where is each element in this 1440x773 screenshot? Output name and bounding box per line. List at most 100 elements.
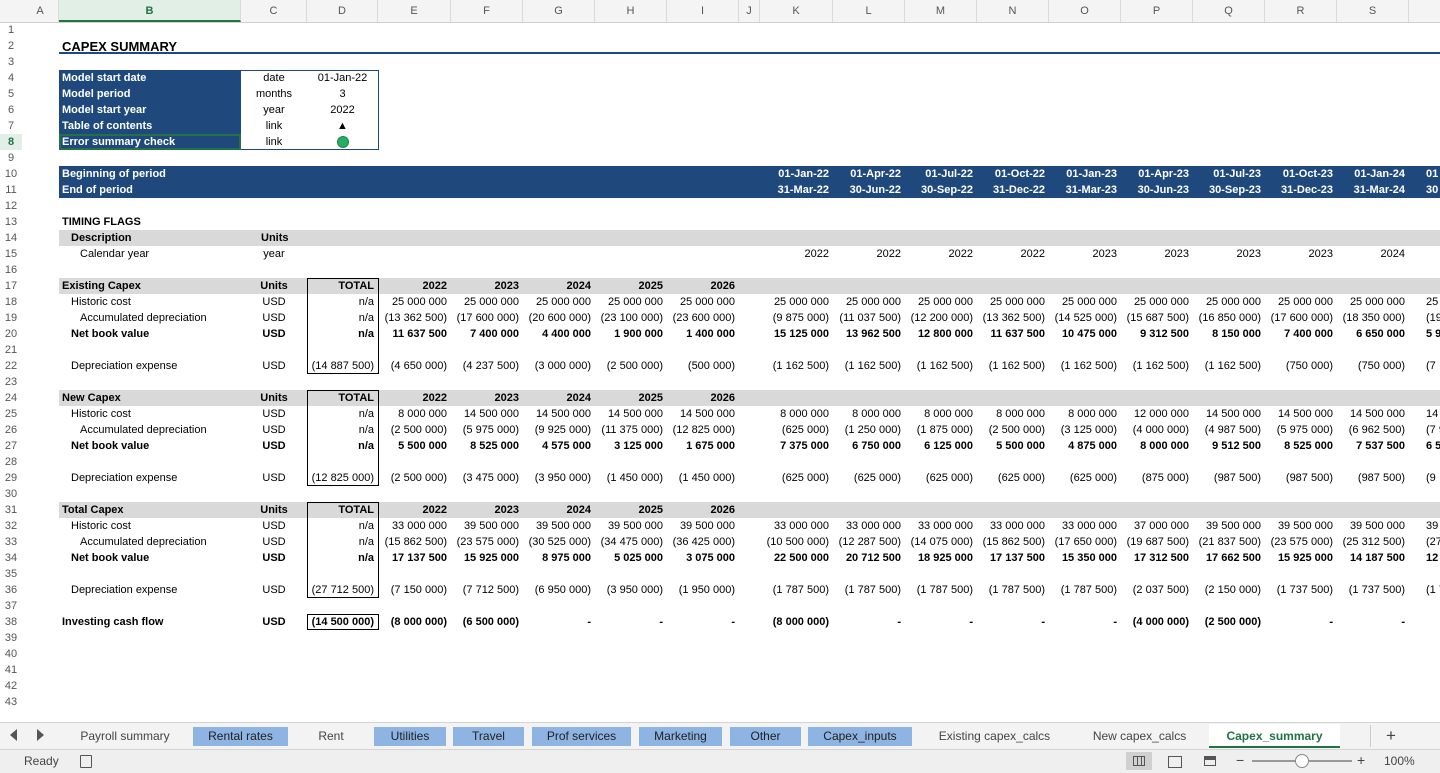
row-header-25[interactable]: 25 (4, 408, 18, 420)
row-header-8[interactable]: 8 (0, 134, 22, 150)
column-header-g[interactable]: G (523, 0, 595, 22)
row-header-23[interactable]: 23 (4, 376, 18, 388)
row-header-7[interactable]: 7 (7, 120, 15, 132)
sheet-tab[interactable]: Other (730, 727, 801, 746)
column-header-m[interactable]: M (905, 0, 977, 22)
sheet-tab-bar: Payroll summary Rental rates Rent Utilities… (0, 722, 1440, 750)
sheet-tab[interactable]: Payroll summary (80, 729, 170, 743)
column-header-c[interactable]: C (241, 0, 307, 22)
page-break-view-icon[interactable] (1204, 756, 1216, 766)
row-header-36[interactable]: 36 (4, 584, 18, 596)
row-header-5[interactable]: 5 (7, 88, 15, 100)
row-header-12[interactable]: 12 (4, 200, 18, 212)
sheet-tab[interactable]: Rent (318, 729, 344, 743)
column-header-o[interactable]: O (1049, 0, 1121, 22)
period-end-label: End of period (62, 184, 133, 196)
column-header-p[interactable]: P (1121, 0, 1193, 22)
period-end-date: 31-Mar-22 (777, 184, 829, 196)
row-header-27[interactable]: 27 (4, 440, 18, 452)
normal-view-icon[interactable] (1126, 752, 1152, 770)
row-header-22[interactable]: 22 (4, 360, 18, 372)
row-header-28[interactable]: 28 (4, 456, 18, 468)
sheet-tab[interactable]: Capex_inputs (808, 727, 912, 746)
row-header-40[interactable]: 40 (4, 648, 18, 660)
row-header-41[interactable]: 41 (4, 664, 18, 676)
row-header-32[interactable]: 32 (4, 520, 18, 532)
accessibility-icon[interactable] (80, 755, 92, 768)
depreciation-period-value: (7 (1426, 360, 1436, 372)
row-header-19[interactable]: 19 (4, 312, 18, 324)
zoom-out-button[interactable]: − (1236, 752, 1245, 768)
sheet-tab[interactable]: Marketing (639, 727, 722, 746)
zoom-level[interactable]: 100% (1384, 754, 1415, 768)
row-header-21[interactable]: 21 (4, 344, 18, 356)
selected-cell-b8[interactable] (59, 134, 241, 150)
line-item-year-value: 4 575 000 (542, 440, 591, 452)
row-header-6[interactable]: 6 (7, 104, 15, 116)
row-header-34[interactable]: 34 (4, 552, 18, 564)
column-header-h[interactable]: H (595, 0, 667, 22)
column-header-a[interactable]: A (22, 0, 59, 22)
page-layout-view-icon[interactable] (1168, 756, 1182, 768)
column-header-d[interactable]: D (307, 0, 378, 22)
row-header-35[interactable]: 35 (4, 568, 18, 580)
row-header-10[interactable]: 10 (4, 168, 18, 180)
sheet-tab[interactable]: Capex_summary (1209, 724, 1340, 748)
toc-link-icon[interactable]: ▲ (337, 120, 348, 132)
column-header-k[interactable]: K (760, 0, 833, 22)
column-header-l[interactable]: L (833, 0, 905, 22)
line-item-year-value: 11 637 500 (392, 328, 447, 340)
row-header-29[interactable]: 29 (4, 472, 18, 484)
row-header-14[interactable]: 14 (4, 232, 18, 244)
depreciation-year-value: (4 650 000) (390, 360, 447, 372)
row-header-26[interactable]: 26 (4, 424, 18, 436)
sheet-tab[interactable]: Rental rates (193, 727, 288, 746)
row-header-42[interactable]: 42 (4, 680, 18, 692)
column-header-s[interactable]: S (1337, 0, 1409, 22)
zoom-slider-thumb[interactable] (1295, 754, 1309, 768)
sheet-tab[interactable]: Prof services (532, 727, 631, 746)
row-header-33[interactable]: 33 (4, 536, 18, 548)
line-item-year-value: 7 400 000 (470, 328, 519, 340)
row-header-4[interactable]: 4 (7, 72, 15, 84)
sheet-tab[interactable]: Utilities (374, 727, 446, 746)
row-header-38[interactable]: 38 (4, 616, 18, 628)
column-header-b[interactable]: B (59, 0, 241, 22)
row-header-3[interactable]: 3 (7, 56, 15, 68)
row-header-39[interactable]: 39 (4, 632, 18, 644)
column-header-j[interactable]: J (739, 0, 760, 22)
row-header-18[interactable]: 18 (4, 296, 18, 308)
row-header-37[interactable]: 37 (4, 600, 18, 612)
row-header-17[interactable]: 17 (4, 280, 18, 292)
scroll-left-icon[interactable] (10, 729, 17, 741)
column-header-r[interactable]: R (1265, 0, 1337, 22)
row-header-13[interactable]: 13 (4, 216, 18, 228)
add-sheet-button[interactable]: + (1370, 725, 1411, 747)
sheet-tab[interactable]: Existing capex_calcs (938, 729, 1051, 743)
row-header-16[interactable]: 16 (4, 264, 18, 276)
timing-flags-title: TIMING FLAGS (62, 216, 141, 228)
column-header-e[interactable]: E (378, 0, 451, 22)
sheet-tab[interactable]: New capex_calcs (1092, 729, 1187, 743)
row-header-11[interactable]: 11 (5, 184, 17, 196)
row-header-15[interactable]: 15 (4, 248, 18, 260)
row-header-30[interactable]: 30 (4, 488, 18, 500)
error-check-icon[interactable] (336, 136, 349, 148)
column-header-partial[interactable] (1409, 0, 1440, 22)
row-header-2[interactable]: 2 (7, 40, 15, 52)
row-header-20[interactable]: 20 (4, 328, 18, 340)
zoom-slider[interactable] (1252, 754, 1352, 768)
column-header-n[interactable]: N (977, 0, 1049, 22)
column-header-f[interactable]: F (451, 0, 523, 22)
column-header-q[interactable]: Q (1193, 0, 1265, 22)
row-header-43[interactable]: 43 (4, 696, 18, 708)
row-header-1[interactable]: 1 (7, 24, 15, 36)
row-header-9[interactable]: 9 (7, 152, 15, 164)
column-header-i[interactable]: I (667, 0, 739, 22)
row-header-31[interactable]: 31 (4, 504, 18, 516)
zoom-in-button[interactable]: + (1357, 752, 1366, 768)
scroll-right-icon[interactable] (37, 729, 44, 741)
row-header-24[interactable]: 24 (4, 392, 18, 404)
sheet-tab[interactable]: Travel (453, 727, 524, 746)
